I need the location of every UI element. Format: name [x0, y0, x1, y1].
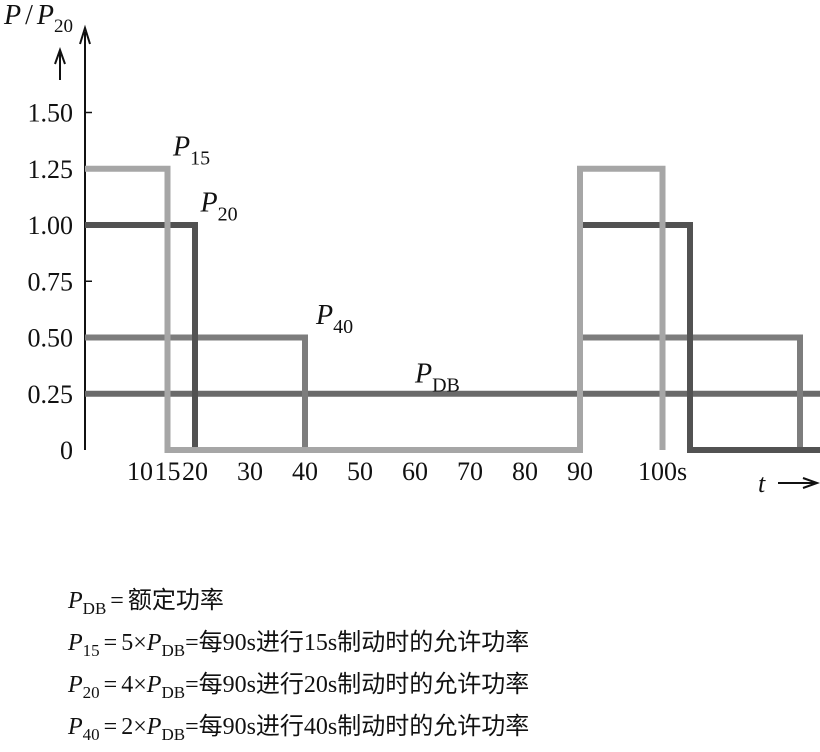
legend-symbol-pdb: PDB	[146, 714, 186, 744]
legend-symbol: PDB	[68, 588, 107, 618]
y-tick-label: 0.25	[28, 380, 74, 409]
legend-equals: =	[103, 714, 118, 740]
series-label-p_15: P15	[172, 131, 210, 169]
y-tick-label: 1.50	[28, 99, 74, 128]
legend-row-p40: P40 = 2×PDB=每90s进行40s制动时的允许功率	[68, 710, 529, 752]
y-tick-label: 1.25	[28, 155, 74, 184]
legend-equals: =	[103, 630, 118, 656]
legend-text: =每90s进行40s制动时的允许功率	[185, 714, 530, 740]
x-tick-label: 90	[567, 457, 593, 486]
labels-layer: PDB P40 P20 P15	[172, 131, 460, 396]
legend-equals: =	[110, 588, 124, 614]
x-tick-label: 15	[155, 457, 181, 486]
series-label-p_20: P20	[200, 188, 238, 226]
x-tick-label: 60	[402, 457, 428, 486]
power-chart: 0 0.25 0.50 0.75 1.00 1.25 1.50 10 15 20 30 40 50 60 7…	[3, 0, 820, 498]
x-tick-label: 70	[457, 457, 483, 486]
x-tick-label: 20	[182, 457, 208, 486]
legend-multiplier: 2×	[121, 714, 147, 740]
x-tick-label: 100s	[638, 457, 687, 486]
x-tick-label: 40	[292, 457, 318, 486]
legend-row-p20: P20 = 4×PDB=每90s进行20s制动时的允许功率	[68, 668, 529, 710]
legend-row-p15: P15 = 5×PDB=每90s进行15s制动时的允许功率	[68, 626, 529, 668]
legend-text: 额定功率	[127, 588, 224, 614]
legend-multiplier: 4×	[121, 672, 147, 698]
legend-symbol: P20	[68, 672, 100, 702]
x-tick-label: 10	[127, 457, 153, 486]
series-layer	[85, 165, 820, 453]
y-tick-label: 0.75	[28, 267, 74, 296]
x-tick-label: 30	[237, 457, 263, 486]
legend-symbol-pdb: PDB	[146, 672, 186, 702]
series-line-p_15	[85, 165, 666, 453]
series-label-p_db: PDB	[414, 359, 460, 397]
y-axis-label: P / P20	[3, 0, 73, 37]
series-line-p_db	[85, 390, 820, 397]
y-tick-label: 1.00	[28, 211, 74, 240]
y-tick-label: 0.50	[28, 324, 74, 353]
legend-text: =每90s进行15s制动时的允许功率	[185, 630, 530, 656]
y-tick-label: 0	[60, 436, 73, 465]
legend-text: =每90s进行20s制动时的允许功率	[185, 672, 530, 698]
y-label-arrow-head	[54, 47, 66, 65]
y-axis-arrow	[79, 24, 91, 45]
legend-row-pdb: PDB = 额定功率	[68, 584, 529, 626]
legend-symbol: P40	[68, 714, 100, 744]
legend-symbol: P15	[68, 630, 100, 660]
legend-multiplier: 5×	[121, 630, 147, 656]
legend: PDB = 额定功率 P15 = 5×PDB=每90s进行15s制动时的允许功率 P20…	[68, 584, 529, 752]
x-label-arrow-head	[802, 477, 820, 489]
legend-symbol-pdb: PDB	[146, 630, 186, 660]
x-axis-label: t	[758, 469, 766, 498]
x-tick-label: 50	[347, 457, 373, 486]
axes: 0 0.25 0.50 0.75 1.00 1.25 1.50 10 15 20 30 40 50 60 7…	[3, 0, 820, 498]
x-tick-label: 80	[512, 457, 538, 486]
legend-equals: =	[103, 672, 118, 698]
series-label-p_40: P40	[315, 300, 353, 338]
